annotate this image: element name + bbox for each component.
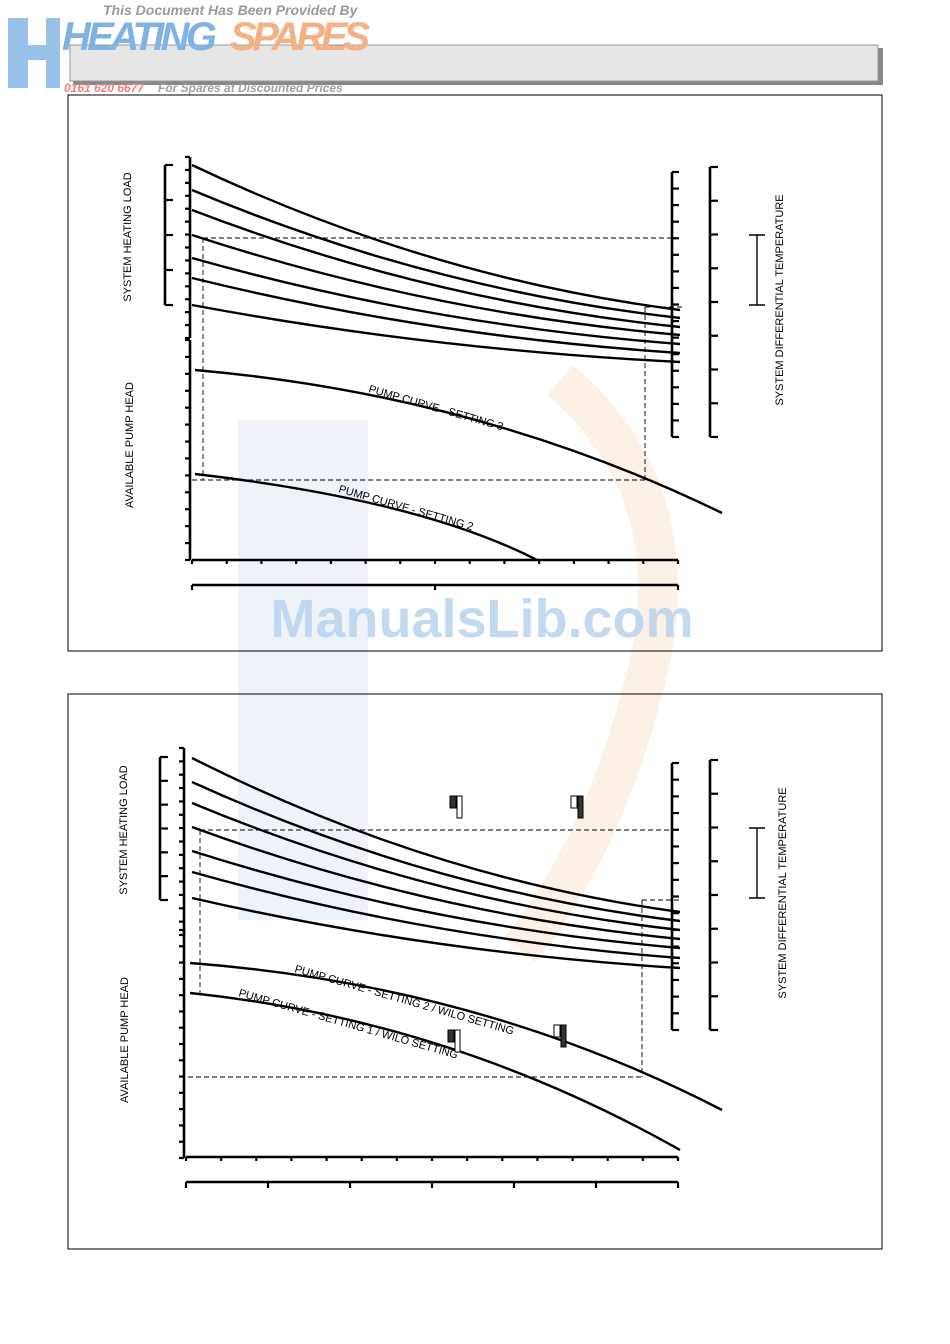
curve-label: PUMP CURVE - SETTING 1 / WILO SETTING [237,987,459,1061]
switch-icon [449,795,457,809]
brand-heating: HEATING [62,15,217,59]
watermark-shape [504,364,678,963]
load-curve [191,208,681,329]
header-bar [69,44,879,82]
load-curve [191,780,681,923]
curve-label: PUMP CURVE - SETTING 3 [367,383,504,433]
diagram-frame [67,94,883,652]
bracket [749,827,765,899]
load-curve [191,303,681,364]
axis-label: SYSTEM DIFFERENTIAL TEMPERATURE [777,787,789,998]
bracket [749,234,765,306]
guide-line [180,829,680,1078]
pump-curve [194,368,723,515]
load-curve [191,825,681,941]
switch-icon [454,1029,461,1053]
logo-mark [8,18,60,88]
watermark-shape [238,420,368,920]
load-curve [191,276,681,355]
watermark: ManualsLib.com [270,589,693,649]
tagline: For Spares at Discounted Prices [158,81,343,95]
guide-line [192,237,685,481]
pump-curve [189,991,681,1152]
load-curve [191,756,681,914]
load-curve [191,849,681,950]
load-curve [191,870,681,960]
load-curve [191,163,681,312]
switch-icon [570,795,578,809]
switch-icon [560,1024,567,1048]
pump-curve [189,961,723,1112]
switch-icon [447,1029,455,1043]
provided-by: This Document Has Been Provided By [103,2,359,18]
axis-label: SYSTEM DIFFERENTIAL TEMPERATURE [774,194,786,405]
brand-spares: SPARES [230,15,370,59]
load-curve [191,233,681,337]
axis-label: AVAILABLE PUMP HEAD [119,977,131,1103]
axis-label: AVAILABLE PUMP HEAD [124,382,136,508]
load-curve [191,896,681,970]
switch-icon [553,1024,561,1038]
diagram-frame [67,693,883,1250]
load-curve [191,256,681,346]
pump-curve [194,472,538,562]
curve-label: PUMP CURVE - SETTING 2 / WILO SETTING [293,963,515,1037]
load-curve [191,801,681,932]
switch-icon [577,795,584,819]
switch-icon [456,795,463,819]
load-curve [191,188,681,320]
diagram: PUMP CURVE - SETTING 2 / WILO SETTINGPUM… [118,746,789,1188]
axis-label: SYSTEM HEATING LOAD [118,765,130,894]
phone: 0161 620 6677 [64,81,145,95]
axis-label: SYSTEM HEATING LOAD [122,172,134,301]
